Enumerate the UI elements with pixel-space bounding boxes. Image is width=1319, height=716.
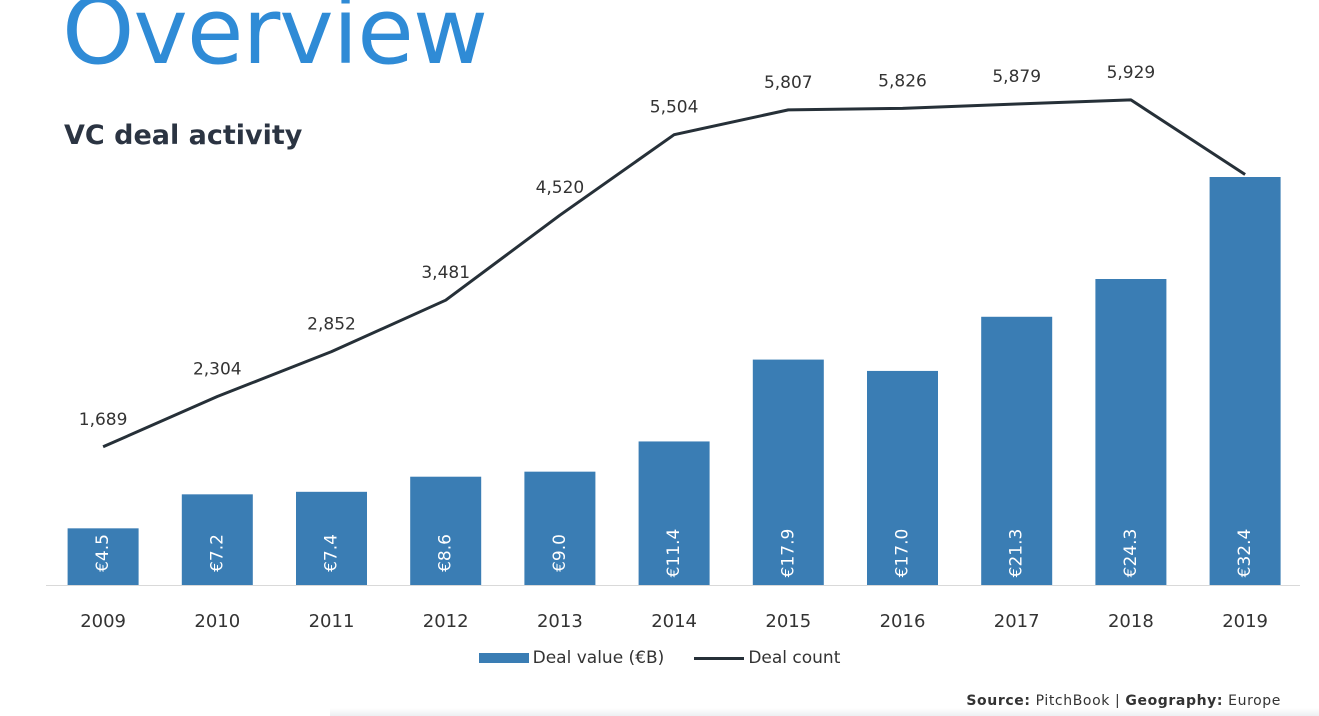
bar-label-2017: €21.3 xyxy=(1007,529,1027,578)
line-label-2012: 3,481 xyxy=(421,263,470,283)
line-label-2014: 5,504 xyxy=(650,98,699,118)
bar-2010 xyxy=(181,494,253,585)
x-tick-2015: 2015 xyxy=(765,611,811,632)
source-value: PitchBook xyxy=(1035,693,1110,709)
legend-label-deal-count: Deal count xyxy=(748,648,841,668)
bar-2019 xyxy=(1209,177,1281,585)
source-separator: | xyxy=(1115,693,1121,709)
legend-item-deal-value: Deal value (€B) xyxy=(478,648,665,668)
bar-2017 xyxy=(981,316,1053,585)
line-label-2018: 5,929 xyxy=(1107,63,1156,83)
line-label-2019: 5,017 xyxy=(1221,137,1270,157)
legend-swatch-bar xyxy=(478,653,529,663)
legend-swatch-line xyxy=(694,656,745,660)
bar-2011 xyxy=(296,491,367,585)
legend-item-deal-count: Deal count xyxy=(694,648,840,668)
bar-label-2013: €9.0 xyxy=(550,534,570,572)
geography-value: Europe xyxy=(1228,693,1281,709)
page-title: Overview xyxy=(62,0,488,85)
x-tick-2014: 2014 xyxy=(651,611,697,632)
bar-label-2016: €17.0 xyxy=(893,529,913,578)
bar-label-2009: €4.5 xyxy=(93,534,113,572)
bar-label-2010: €7.2 xyxy=(207,534,227,572)
bar-label-2019: €32.4 xyxy=(1235,529,1255,578)
source-note: Source: PitchBook | Geography: Europe xyxy=(966,693,1281,709)
line-label-2017: 5,879 xyxy=(992,67,1041,87)
bar-label-2014: €11.4 xyxy=(664,529,684,578)
geography-label: Geography: xyxy=(1125,693,1224,709)
bar-2009 xyxy=(67,528,139,585)
line-label-2016: 5,826 xyxy=(878,71,927,91)
line-label-2010: 2,304 xyxy=(193,359,242,379)
line-label-2011: 2,852 xyxy=(307,315,356,335)
bar-label-2018: €24.3 xyxy=(1121,529,1141,578)
bar-2014 xyxy=(638,441,710,585)
x-tick-2017: 2017 xyxy=(994,611,1040,632)
bar-2018 xyxy=(1095,279,1167,585)
x-tick-2009: 2009 xyxy=(80,611,126,632)
bar-2015 xyxy=(752,359,824,585)
bar-2016 xyxy=(867,370,938,585)
line-label-2013: 4,520 xyxy=(536,178,585,198)
chart-title: VC deal activity xyxy=(64,120,303,151)
source-label: Source: xyxy=(966,693,1031,709)
bar-label-2011: €7.4 xyxy=(322,534,342,572)
line-label-2015: 5,807 xyxy=(764,73,813,93)
line-label-2009: 1,689 xyxy=(79,410,128,430)
x-tick-2010: 2010 xyxy=(194,611,240,632)
bottom-shade xyxy=(330,708,1319,716)
legend-label-deal-value: Deal value (€B) xyxy=(532,648,665,668)
bar-2013 xyxy=(524,471,596,585)
x-tick-2012: 2012 xyxy=(423,611,469,632)
deal-count-line xyxy=(102,98,1246,449)
legend: Deal value (€B) Deal count xyxy=(0,648,1319,668)
x-tick-2018: 2018 xyxy=(1108,611,1154,632)
x-tick-2013: 2013 xyxy=(537,611,583,632)
x-tick-2016: 2016 xyxy=(880,611,926,632)
bar-label-2012: €8.6 xyxy=(436,534,456,572)
x-tick-2019: 2019 xyxy=(1222,611,1268,632)
bar-2012 xyxy=(410,476,482,585)
bar-label-2015: €17.9 xyxy=(778,529,798,578)
x-tick-2011: 2011 xyxy=(309,611,355,632)
